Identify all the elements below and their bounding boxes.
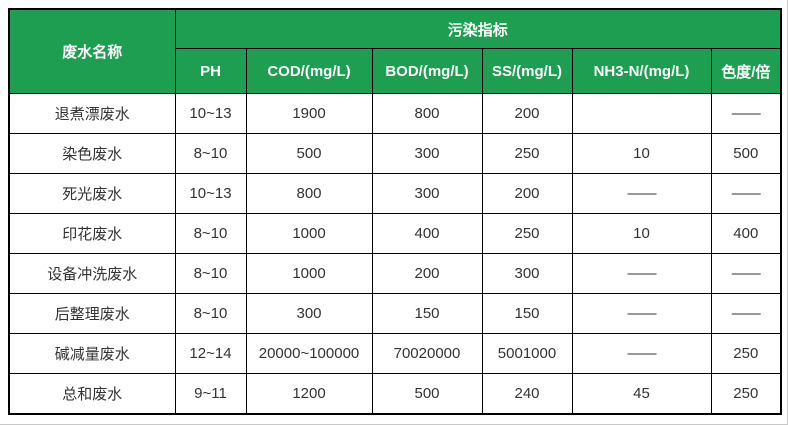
cell-cod: 1000 — [245, 213, 373, 254]
header-row-group: 废水名称 污染指标 — [8, 8, 782, 94]
cell-ss: 5001000 — [481, 333, 573, 374]
column-header-wastewater-name: 废水名称 — [8, 8, 176, 94]
cell-bod: 200 — [371, 253, 483, 294]
table-row: 染色废水 8~10 500 300 250 10 500 — [8, 133, 782, 174]
column-header-cod: COD/(mg/L) — [245, 48, 373, 94]
cell-bod: 150 — [371, 293, 483, 334]
cell-ph: 8~10 — [174, 133, 247, 174]
row-header-wastewater-name: 设备冲洗废水 — [8, 253, 176, 294]
cell-nh3n — [571, 93, 712, 134]
column-group-header-pollution-indicators: 污染指标 — [174, 8, 782, 49]
cell-cod: 20000~100000 — [245, 333, 373, 374]
row-header-wastewater-name: 后整理废水 — [8, 293, 176, 334]
table-row: 退煮漂废水 10~13 1900 800 200 —— — [8, 93, 782, 134]
column-header-nh3n: NH3-N/(mg/L) — [571, 48, 712, 94]
column-header-bod: BOD/(mg/L) — [371, 48, 483, 94]
row-header-wastewater-name: 总和废水 — [8, 373, 176, 415]
cell-ph: 10~13 — [174, 173, 247, 214]
cell-chroma: 500 — [710, 133, 782, 174]
cell-nh3n: 45 — [571, 373, 712, 415]
cell-chroma: —— — [710, 253, 782, 294]
cell-bod: 500 — [371, 373, 483, 415]
cell-chroma: —— — [710, 173, 782, 214]
cell-ph: 10~13 — [174, 93, 247, 134]
cell-ph: 8~10 — [174, 253, 247, 294]
cell-bod: 300 — [371, 133, 483, 174]
row-header-wastewater-name: 退煮漂废水 — [8, 93, 176, 134]
cell-chroma: 400 — [710, 213, 782, 254]
table-row: 印花废水 8~10 1000 400 250 10 400 — [8, 213, 782, 254]
cell-chroma: —— — [710, 293, 782, 334]
cell-ss: 200 — [481, 93, 573, 134]
row-header-wastewater-name: 碱减量废水 — [8, 333, 176, 374]
table-row: 后整理废水 8~10 300 150 150 —— —— — [8, 293, 782, 334]
table-row: 设备冲洗废水 8~10 1000 200 300 —— —— — [8, 253, 782, 294]
table-row: 碱减量废水 12~14 20000~100000 70020000 500100… — [8, 333, 782, 374]
cell-ss: 250 — [481, 213, 573, 254]
column-header-ss: SS/(mg/L) — [481, 48, 573, 94]
cell-nh3n: —— — [571, 293, 712, 334]
cell-ph: 12~14 — [174, 333, 247, 374]
cell-ph: 8~10 — [174, 293, 247, 334]
cell-bod: 800 — [371, 93, 483, 134]
cell-chroma: 250 — [710, 333, 782, 374]
table-row: 总和废水 9~11 1200 500 240 45 250 — [8, 373, 782, 415]
cell-nh3n: —— — [571, 333, 712, 374]
cell-chroma: —— — [710, 93, 782, 134]
header-row-columns: PH COD/(mg/L) BOD/(mg/L) SS/(mg/L) NH3-N… — [9, 48, 782, 94]
table-header: 废水名称 污染指标 PH COD/(mg/L) BOD/(mg/L) SS/(m… — [8, 8, 782, 94]
cell-ph: 8~10 — [174, 213, 247, 254]
row-header-wastewater-name: 染色废水 — [8, 133, 176, 174]
cell-ss: 250 — [481, 133, 573, 174]
row-header-wastewater-name: 死光废水 — [8, 173, 176, 214]
cell-ss: 150 — [481, 293, 573, 334]
table-row: 死光废水 10~13 800 300 200 —— —— — [8, 173, 782, 214]
table-body: 退煮漂废水 10~13 1900 800 200 —— 染色废水 8~10 50… — [8, 93, 782, 415]
cell-ph: 9~11 — [174, 373, 247, 415]
cell-cod: 300 — [245, 293, 373, 334]
cell-chroma: 250 — [710, 373, 782, 415]
cell-cod: 800 — [245, 173, 373, 214]
cell-nh3n: —— — [571, 253, 712, 294]
cell-cod: 1900 — [245, 93, 373, 134]
cell-ss: 300 — [481, 253, 573, 294]
cell-bod: 70020000 — [371, 333, 483, 374]
cell-ss: 240 — [481, 373, 573, 415]
cell-nh3n: 10 — [571, 133, 712, 174]
cell-cod: 1200 — [245, 373, 373, 415]
cell-bod: 300 — [371, 173, 483, 214]
cell-bod: 400 — [371, 213, 483, 254]
column-header-ph: PH — [174, 48, 247, 94]
cell-nh3n: 10 — [571, 213, 712, 254]
cell-cod: 500 — [245, 133, 373, 174]
column-header-chroma: 色度/倍 — [710, 48, 782, 94]
wastewater-table: 废水名称 污染指标 PH COD/(mg/L) BOD/(mg/L) SS/(m… — [8, 8, 783, 415]
cell-nh3n: —— — [571, 173, 712, 214]
cell-cod: 1000 — [245, 253, 373, 294]
row-header-wastewater-name: 印花废水 — [8, 213, 176, 254]
cell-ss: 200 — [481, 173, 573, 214]
